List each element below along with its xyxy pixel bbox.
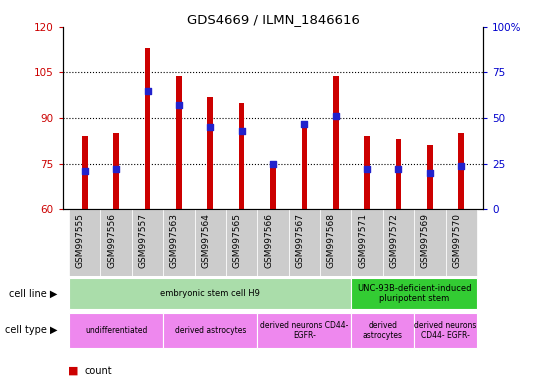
Bar bbox=[69, 278, 352, 310]
Text: derived
astrocytes: derived astrocytes bbox=[363, 321, 403, 340]
Text: UNC-93B-deficient-induced
pluripotent stem: UNC-93B-deficient-induced pluripotent st… bbox=[357, 284, 471, 303]
Text: GSM997564: GSM997564 bbox=[201, 213, 210, 268]
Text: cell type ▶: cell type ▶ bbox=[5, 325, 57, 335]
Bar bbox=[352, 313, 414, 348]
Point bbox=[300, 121, 308, 127]
Point bbox=[80, 168, 89, 174]
Bar bbox=[145, 48, 150, 209]
Bar bbox=[194, 209, 226, 276]
Point bbox=[112, 166, 121, 172]
Text: GSM997570: GSM997570 bbox=[452, 213, 461, 268]
Bar bbox=[82, 136, 87, 209]
Title: GDS4669 / ILMN_1846616: GDS4669 / ILMN_1846616 bbox=[187, 13, 359, 26]
Bar bbox=[257, 209, 289, 276]
Text: GSM997568: GSM997568 bbox=[327, 213, 336, 268]
Bar bbox=[289, 209, 320, 276]
Text: GSM997557: GSM997557 bbox=[139, 213, 147, 268]
Text: GSM997563: GSM997563 bbox=[170, 213, 179, 268]
Text: undifferentiated: undifferentiated bbox=[85, 326, 147, 335]
Bar bbox=[100, 209, 132, 276]
Bar bbox=[176, 76, 182, 209]
Point bbox=[425, 170, 434, 176]
Text: derived neurons
CD44- EGFR-: derived neurons CD44- EGFR- bbox=[414, 321, 477, 340]
Bar bbox=[69, 209, 100, 276]
Bar bbox=[333, 76, 339, 209]
Bar bbox=[257, 313, 352, 348]
Text: GSM997555: GSM997555 bbox=[76, 213, 85, 268]
Bar bbox=[114, 133, 119, 209]
Point bbox=[175, 102, 183, 108]
Text: GSM997567: GSM997567 bbox=[295, 213, 304, 268]
Text: GSM997572: GSM997572 bbox=[389, 213, 399, 268]
Bar bbox=[320, 209, 352, 276]
Bar bbox=[132, 209, 163, 276]
Bar bbox=[364, 136, 370, 209]
Point bbox=[206, 124, 215, 130]
Bar bbox=[396, 139, 401, 209]
Bar bbox=[352, 278, 477, 310]
Text: GSM997569: GSM997569 bbox=[421, 213, 430, 268]
Text: derived astrocytes: derived astrocytes bbox=[175, 326, 246, 335]
Text: GSM997571: GSM997571 bbox=[358, 213, 367, 268]
Point bbox=[238, 128, 246, 134]
Bar bbox=[69, 313, 163, 348]
Bar bbox=[163, 313, 257, 348]
Text: derived neurons CD44-
EGFR-: derived neurons CD44- EGFR- bbox=[260, 321, 348, 340]
Bar bbox=[414, 209, 446, 276]
Point bbox=[394, 166, 403, 172]
Bar bbox=[427, 146, 432, 209]
Bar bbox=[207, 97, 213, 209]
Bar bbox=[414, 313, 477, 348]
Bar bbox=[352, 209, 383, 276]
Bar bbox=[446, 209, 477, 276]
Point bbox=[269, 161, 277, 167]
Text: cell line ▶: cell line ▶ bbox=[9, 289, 57, 299]
Point bbox=[363, 166, 371, 172]
Bar bbox=[383, 209, 414, 276]
Bar bbox=[226, 209, 257, 276]
Point bbox=[143, 88, 152, 94]
Text: GSM997556: GSM997556 bbox=[107, 213, 116, 268]
Bar bbox=[239, 103, 245, 209]
Text: count: count bbox=[85, 366, 112, 376]
Text: embryonic stem cell H9: embryonic stem cell H9 bbox=[161, 289, 260, 298]
Bar bbox=[270, 161, 276, 209]
Bar bbox=[459, 133, 464, 209]
Bar bbox=[301, 127, 307, 209]
Point bbox=[331, 113, 340, 119]
Text: GSM997566: GSM997566 bbox=[264, 213, 273, 268]
Text: GSM997565: GSM997565 bbox=[233, 213, 242, 268]
Text: ■: ■ bbox=[68, 366, 79, 376]
Bar bbox=[163, 209, 194, 276]
Point bbox=[457, 162, 466, 169]
